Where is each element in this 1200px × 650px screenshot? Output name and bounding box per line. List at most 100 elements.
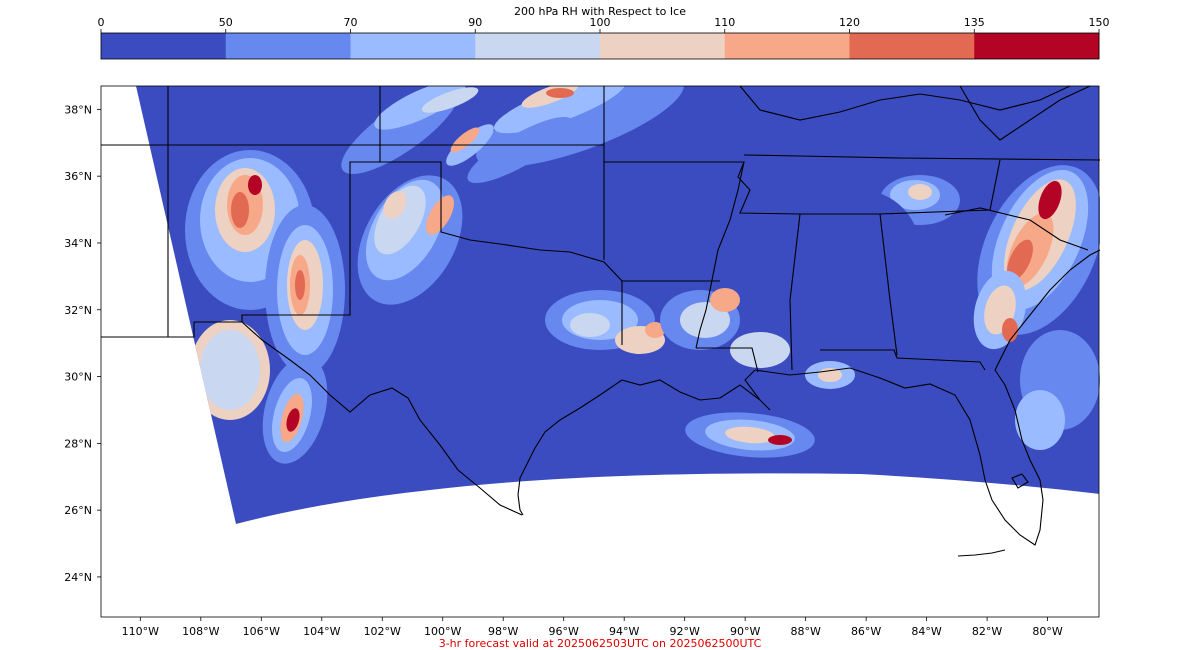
boundary-va: [959, 85, 1091, 141]
colorbar-ticks: 0 50 70 90 100 110 120 135 150: [98, 16, 1110, 33]
lat-tick-label: 36°N: [64, 170, 92, 183]
boundary-ga-sc: [944, 207, 1089, 251]
rh-contour-135-150: [768, 435, 792, 445]
florida-keys: [957, 549, 1006, 557]
boundary-ms-river: [695, 161, 745, 349]
rh-contour-90-100: [570, 313, 610, 337]
rh-contour-100-110: [383, 191, 407, 219]
rh-contour-120-135: [1002, 318, 1018, 342]
rio-grande: [241, 321, 523, 516]
colorbar-tick-label: 90: [468, 16, 482, 29]
lon-tick-label: 96°W: [549, 625, 579, 638]
colorbar-tick-label: 50: [219, 16, 233, 29]
rh-contour-70-90: [374, 86, 466, 130]
rh-contour-135-150: [1038, 180, 1062, 220]
colorbar-tick-label: 100: [590, 16, 611, 29]
lon-tick-label: 86°W: [851, 625, 881, 638]
rh-contour-90-100: [680, 302, 730, 338]
rh-contour-70-90: [1015, 390, 1065, 450]
rh-contour-110-120: [450, 127, 480, 153]
map-frame: [100, 85, 1100, 618]
rh-contour-110-120: [710, 288, 740, 312]
rh-contour-0-50: [900, 360, 1000, 440]
lon-tick-label: 84°W: [911, 625, 941, 638]
lon-tick-label: 108°W: [182, 625, 219, 638]
coastline: [241, 249, 1101, 557]
lake-okeechobee: [1011, 473, 1029, 489]
rh-contour-90-100: [374, 185, 426, 255]
latitude-labels: 38°N 36°N 34°N 32°N 30°N 28°N 26°N 24°N: [64, 103, 101, 584]
boundary-al-fl: [820, 349, 986, 371]
rh-contour-90-100: [421, 87, 479, 113]
colorbar-segment-100-110: [600, 33, 726, 59]
lat-tick-label: 38°N: [64, 103, 92, 116]
rh-field: [136, 86, 1100, 524]
rh-contour-90-100: [200, 330, 260, 410]
rh-contours: [185, 86, 1100, 464]
rh-contour-120-135: [1007, 239, 1033, 281]
colorbar-segment-110-120: [724, 33, 850, 59]
colorbar-title: 200 hPa RH with Respect to Ice: [514, 5, 686, 18]
boundary-ky-north: [739, 85, 1071, 121]
lon-tick-label: 104°W: [303, 625, 340, 638]
longitude-labels: 110°W 108°W 106°W 104°W 102°W 100°W 98°W 96°W 94…: [122, 617, 1063, 638]
boundary-tn-ky: [743, 154, 1101, 161]
lat-tick-label: 26°N: [64, 504, 92, 517]
rh-contour-120-135: [231, 192, 249, 228]
boundary-panhandle: [350, 86, 381, 163]
lon-tick-label: 90°W: [730, 625, 760, 638]
lon-tick-label: 92°W: [669, 625, 699, 638]
rh-contour-0-50: [800, 190, 920, 310]
state-boundaries: [101, 85, 1101, 373]
louisiana-coast: [621, 369, 771, 411]
boundary-ms-al: [789, 213, 801, 371]
colorbar-tick-label: 120: [839, 16, 860, 29]
forecast-valid-text: 3-hr forecast valid at 2025062503UTC on …: [439, 637, 762, 650]
lon-tick-label: 102°W: [364, 625, 401, 638]
rh-contour-90-100: [730, 332, 790, 368]
rh-contour-135-150: [248, 175, 262, 195]
colorbar-tick-label: 70: [344, 16, 358, 29]
colorbar-segments: [101, 33, 1100, 59]
lat-tick-label: 28°N: [64, 437, 92, 450]
lat-tick-label: 24°N: [64, 571, 92, 584]
lon-tick-label: 80°W: [1032, 625, 1062, 638]
colorbar-segment-135-150: [974, 33, 1100, 59]
rh-contour-70-90: [493, 86, 627, 134]
colorbar-segment-90-100: [475, 33, 601, 59]
rh-contour-100-110: [908, 184, 932, 200]
rh-contour-135-150: [286, 408, 300, 432]
texas-coast: [517, 379, 623, 516]
lat-tick-label: 30°N: [64, 371, 92, 384]
lon-tick-label: 110°W: [122, 625, 159, 638]
colorbar-segment-0-50: [101, 33, 227, 59]
gulf-coast-east: [754, 367, 1044, 546]
colorbar-tick-label: 110: [714, 16, 735, 29]
rh-contour-110-120: [426, 195, 454, 235]
rh-contour-110-120: [645, 322, 665, 338]
lat-tick-label: 32°N: [64, 304, 92, 317]
rh-contour-120-135: [546, 88, 574, 98]
atlantic-coast: [994, 249, 1101, 371]
colorbar-segment-120-135: [849, 33, 975, 59]
lon-tick-label: 94°W: [609, 625, 639, 638]
lon-tick-label: 82°W: [972, 625, 1002, 638]
colorbar-segment-50-70: [225, 33, 351, 59]
colorbar-tick-label: 135: [964, 16, 985, 29]
lon-tick-label: 98°W: [488, 625, 518, 638]
boundary-al-ga: [879, 213, 898, 356]
boundary-nm-tx: [101, 161, 623, 345]
colorbar-segment-70-90: [350, 33, 476, 59]
lon-tick-label: 106°W: [243, 625, 280, 638]
boundary-la-ms: [696, 347, 759, 373]
rh-contour-50-70: [467, 116, 573, 184]
colorbar-tick-label: 150: [1089, 16, 1110, 29]
colorbar-tick-label: 0: [98, 16, 105, 29]
rh-contour-120-135: [295, 270, 305, 300]
lat-tick-label: 34°N: [64, 237, 92, 250]
lon-tick-label: 100°W: [424, 625, 461, 638]
colorbar: 200 hPa RH with Respect to Ice 0 50 70 90 10…: [98, 5, 1110, 60]
rh-contour-100-110: [725, 426, 775, 444]
boundary-nc-sc: [989, 159, 1001, 211]
